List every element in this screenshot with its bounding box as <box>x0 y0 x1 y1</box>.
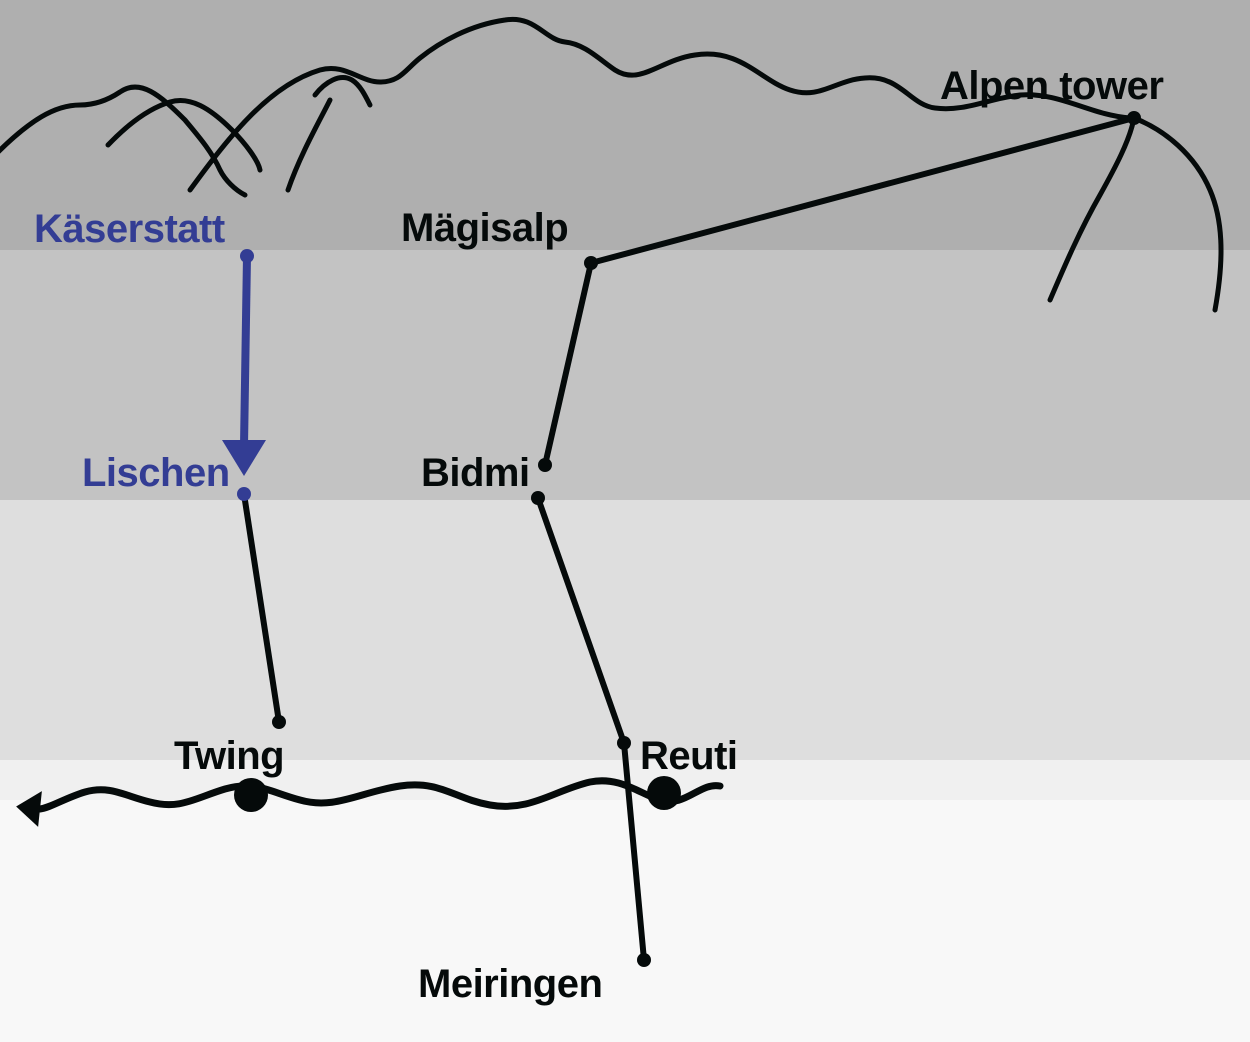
label-magisalp: Mägisalp <box>401 206 568 251</box>
label-meiringen: Meiringen <box>418 962 602 1007</box>
route-lines <box>244 118 1134 960</box>
route-diagram: Alpen tower Käserstatt Mägisalp Lischen … <box>0 0 1250 1042</box>
label-reuti: Reuti <box>640 734 738 779</box>
label-alpentower: Alpen tower <box>940 64 1163 109</box>
diagram-svg <box>0 0 1250 1042</box>
label-twing: Twing <box>174 734 284 779</box>
mountain-outline <box>0 19 1221 310</box>
label-lischen: Lischen <box>82 451 230 496</box>
label-kaserstatt: Käserstatt <box>34 207 225 252</box>
road-path <box>16 781 720 827</box>
highlight-arrow <box>222 256 266 476</box>
label-bidmi: Bidmi <box>421 451 530 496</box>
